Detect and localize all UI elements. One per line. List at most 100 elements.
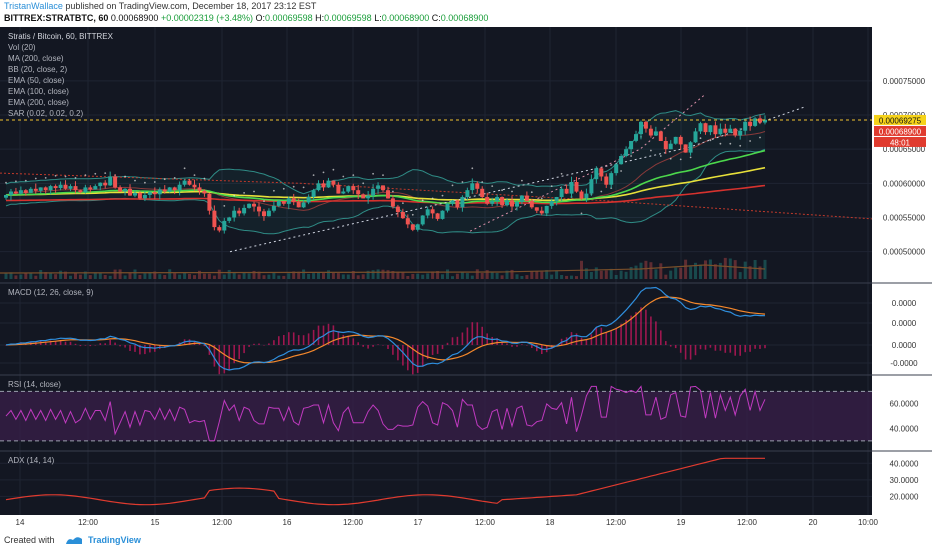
candle: [296, 198, 301, 208]
price-tick-label: 0.00075000: [883, 77, 926, 86]
candle-body: [222, 220, 227, 231]
candle: [658, 130, 663, 142]
candle: [142, 190, 147, 202]
volume-bar: [604, 270, 608, 279]
candle: [23, 189, 28, 196]
candle-body: [564, 188, 569, 194]
candle: [276, 199, 281, 208]
macd-histogram-bar: [312, 329, 315, 345]
tradingview-brand[interactable]: TradingView: [88, 535, 141, 545]
volume-bar: [396, 271, 400, 279]
macd-histogram-bar: [84, 345, 87, 346]
sar-dot: [44, 177, 47, 179]
macd-tick-label: 0.0000: [892, 341, 917, 350]
sar-dot: [302, 186, 305, 189]
volume-bar: [694, 262, 697, 279]
candle-body: [748, 121, 753, 126]
candle: [395, 204, 400, 218]
candle-body: [619, 156, 624, 165]
candle: [381, 185, 385, 192]
candle-body: [321, 183, 326, 188]
plot-background: [0, 27, 872, 515]
volume-bar: [674, 267, 678, 279]
volume-bar: [168, 269, 172, 279]
macd-histogram-bar: [709, 345, 712, 348]
macd-histogram-bar: [243, 345, 245, 354]
macd-histogram-bar: [233, 345, 235, 364]
candle-body: [262, 211, 266, 217]
candle: [252, 201, 256, 212]
sar-dot: [253, 190, 255, 193]
candle: [78, 189, 83, 194]
macd-histogram-bar: [5, 345, 7, 346]
x-tick-label: 12:00: [737, 518, 758, 527]
macd-histogram-bar: [402, 345, 404, 366]
volume-bar: [436, 271, 440, 279]
sar-dot: [263, 200, 265, 203]
volume-bar: [743, 261, 747, 279]
macd-histogram-bar: [669, 345, 672, 347]
bollinger-upper-line: [5, 110, 766, 195]
macd-histogram-bar: [213, 345, 216, 367]
candle-body: [376, 185, 381, 189]
candle: [475, 181, 480, 193]
author-link[interactable]: TristanWallace: [4, 1, 63, 11]
candle-body: [559, 188, 564, 197]
volume-bar: [207, 273, 211, 279]
macd-histogram-bar: [94, 345, 97, 346]
candle-body: [167, 187, 172, 192]
macd-histogram-bar: [188, 339, 191, 345]
candle: [723, 123, 728, 137]
macd-signal-line: [5, 296, 766, 364]
sar-dot: [481, 181, 484, 183]
macd-histogram-bar: [397, 345, 399, 361]
sar-dot: [739, 144, 742, 147]
volume-bar: [589, 272, 593, 279]
candle: [88, 185, 93, 193]
price-tick-label: 0.00055000: [883, 214, 926, 223]
volume-bar: [34, 275, 38, 279]
candle-body: [490, 201, 495, 204]
candle: [609, 171, 614, 189]
candle-body: [683, 144, 688, 153]
sar-dot: [411, 213, 414, 216]
volume-bar: [411, 273, 415, 279]
candle: [748, 116, 753, 131]
candle: [763, 115, 767, 125]
x-tick-label: 15: [151, 518, 160, 527]
volume-bar: [19, 274, 23, 279]
candle-body: [192, 184, 197, 188]
sar-dot: [233, 194, 236, 197]
macd-histogram-bar: [466, 327, 469, 345]
candle: [713, 121, 718, 138]
macd-histogram-bar: [268, 343, 270, 345]
candle-body: [351, 186, 356, 191]
sar-dot: [15, 180, 17, 183]
volume-bar: [322, 273, 325, 279]
candle-body: [400, 212, 405, 219]
sar-dot: [104, 172, 107, 175]
volume-bar: [525, 275, 529, 279]
candle: [629, 140, 634, 155]
candle: [217, 225, 222, 233]
macd-histogram-bar: [377, 344, 379, 345]
price-scale-marker-label: 0.00069275: [879, 116, 922, 125]
volume-bar: [594, 267, 598, 279]
close-label: C:: [431, 13, 441, 23]
candle: [321, 180, 326, 192]
volume-bar: [143, 273, 147, 279]
candle: [500, 196, 505, 208]
candle: [43, 186, 48, 194]
chart-area[interactable]: 14 12:00 15 12:00 16 12:00 17 12:00 18 12:00 19 12:…: [0, 27, 932, 529]
volume-bar: [485, 270, 489, 279]
sar-dot: [5, 181, 7, 184]
candle: [197, 183, 202, 195]
volume-bar: [346, 274, 350, 279]
volume-bar: [158, 274, 162, 279]
candle: [455, 199, 460, 210]
candle: [271, 201, 276, 213]
volume-bar: [272, 273, 276, 279]
volume-bar: [679, 267, 683, 279]
macd-histogram-bar: [640, 307, 642, 345]
volume-bar: [510, 269, 514, 279]
